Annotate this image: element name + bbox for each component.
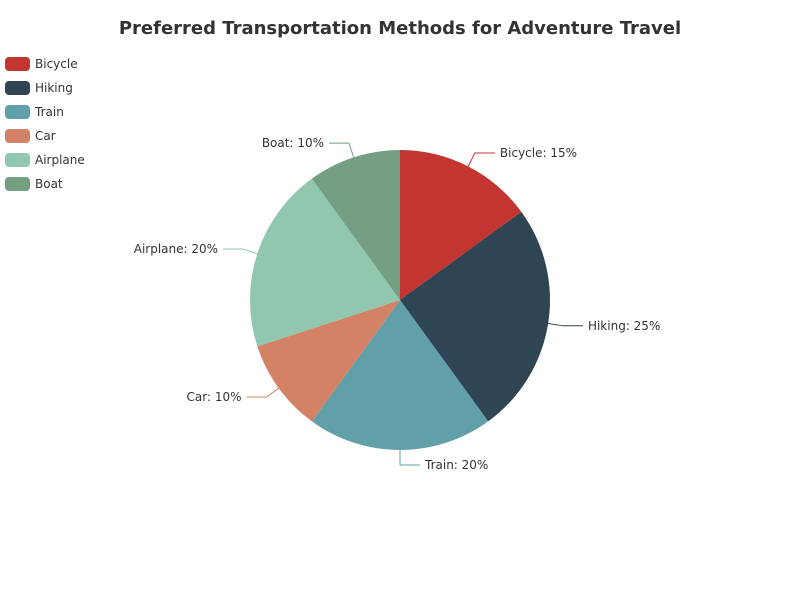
- chart-title: Preferred Transportation Methods for Adv…: [118, 18, 682, 39]
- legend-label: Boat: [35, 177, 63, 191]
- label-leader-line: [246, 387, 279, 398]
- legend-swatch: [5, 57, 30, 71]
- legend-item-car[interactable]: Car: [5, 124, 85, 148]
- legend-label: Bicycle: [35, 57, 78, 71]
- slice-label: Hiking: 25%: [588, 319, 660, 333]
- legend-label: Car: [35, 129, 56, 143]
- legend-item-hiking[interactable]: Hiking: [5, 76, 85, 100]
- pie-slice-hiking[interactable]: [400, 211, 550, 422]
- legend-swatch: [5, 177, 30, 191]
- legend-swatch: [5, 81, 30, 95]
- slice-label: Bicycle: 15%: [500, 146, 577, 160]
- slice-label: Airplane: 20%: [134, 242, 218, 256]
- legend-swatch: [5, 105, 30, 119]
- legend-swatch: [5, 129, 30, 143]
- legend-item-train[interactable]: Train: [5, 100, 85, 124]
- legend-swatch: [5, 153, 30, 167]
- legend-label: Airplane: [35, 153, 85, 167]
- slice-label: Boat: 10%: [262, 136, 324, 150]
- label-leader-line: [329, 142, 355, 158]
- pie-slice-boat[interactable]: [311, 150, 400, 300]
- legend-label: Hiking: [35, 81, 73, 95]
- pie-slice-airplane[interactable]: [250, 178, 400, 347]
- legend-item-airplane[interactable]: Airplane: [5, 148, 85, 172]
- pie-slice-bicycle[interactable]: [400, 150, 522, 300]
- legend: Bicycle Hiking Train Car Airplane Boat: [5, 52, 85, 196]
- legend-item-boat[interactable]: Boat: [5, 172, 85, 196]
- label-leader-line: [223, 248, 258, 255]
- label-leader-line: [548, 322, 583, 327]
- pie-slice-train[interactable]: [311, 300, 489, 450]
- legend-item-bicycle[interactable]: Bicycle: [5, 52, 85, 76]
- legend-label: Train: [35, 105, 64, 119]
- label-leader-line: [399, 450, 420, 466]
- slice-label: Car: 10%: [187, 390, 242, 404]
- slice-label: Train: 20%: [424, 458, 488, 472]
- label-leader-line: [467, 152, 495, 167]
- pie-slice-car[interactable]: [257, 300, 400, 422]
